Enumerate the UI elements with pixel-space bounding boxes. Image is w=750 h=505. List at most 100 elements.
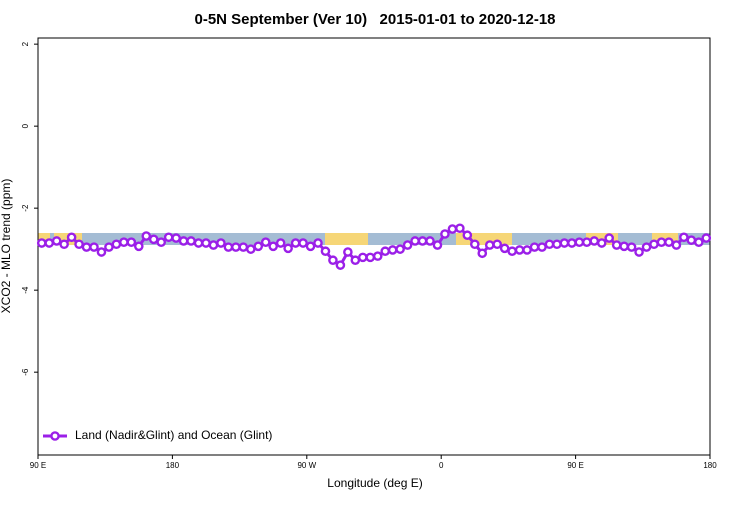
data-point <box>544 239 555 250</box>
data-point <box>559 238 570 248</box>
data-point <box>574 237 585 247</box>
data-point <box>126 237 137 247</box>
data-point <box>111 239 122 250</box>
data-point <box>656 237 667 247</box>
data-point <box>387 245 398 255</box>
data-point <box>268 241 279 252</box>
data-point <box>701 233 712 243</box>
data-point <box>447 224 458 234</box>
data-point <box>216 238 226 248</box>
data-point <box>313 238 323 248</box>
data-point <box>275 238 286 248</box>
data-point <box>260 237 271 247</box>
data-point <box>96 247 107 257</box>
data-point <box>290 238 301 248</box>
data-point <box>455 223 465 234</box>
data-point <box>283 243 293 254</box>
data-point <box>350 255 361 266</box>
data-point <box>417 236 428 246</box>
x-tick-label: 90 E <box>30 461 46 470</box>
data-point <box>499 243 510 254</box>
data-point <box>171 233 181 243</box>
data-point <box>529 242 540 252</box>
data-point <box>395 244 405 254</box>
data-point <box>596 238 607 248</box>
data-point <box>178 236 189 246</box>
data-point <box>238 242 249 252</box>
x-tick-label: 90 E <box>567 461 583 470</box>
legend-marker <box>50 431 60 441</box>
data-point <box>641 242 652 252</box>
data-point <box>328 255 338 266</box>
data-point <box>634 247 644 257</box>
data-point <box>649 239 659 250</box>
data-point <box>514 245 525 255</box>
data-point <box>484 240 495 250</box>
x-axis-label: Longitude (deg E) <box>327 476 422 490</box>
data-point <box>81 242 92 252</box>
data-point <box>440 229 450 239</box>
y-tick-label: -2 <box>21 204 30 212</box>
data-point <box>320 246 331 257</box>
data-point <box>74 239 84 250</box>
data-point <box>231 242 241 252</box>
data-point <box>507 246 517 257</box>
data-point <box>686 235 697 245</box>
data-point <box>59 239 69 250</box>
data-point <box>611 240 622 250</box>
data-point <box>469 239 480 250</box>
data-point <box>104 242 114 252</box>
data-point <box>141 231 152 241</box>
y-tick-label: 2 <box>21 41 30 46</box>
data-point <box>664 237 674 247</box>
data-point <box>619 241 629 252</box>
data-point <box>522 245 532 255</box>
data-point <box>163 232 174 243</box>
data-point <box>552 239 562 250</box>
data-point <box>223 242 234 252</box>
data-point <box>462 230 473 241</box>
legend-label: Land (Nadir&Glint) and Ocean (Glint) <box>75 428 272 442</box>
data-point <box>133 241 144 252</box>
data-point <box>492 239 503 250</box>
data-point <box>402 240 413 250</box>
data-point <box>208 240 219 250</box>
plot-frame <box>37 37 711 456</box>
data-point <box>156 237 166 247</box>
data-point <box>537 242 547 252</box>
data-point <box>626 242 637 252</box>
data-point <box>253 241 264 252</box>
data-point <box>589 236 600 246</box>
data-point <box>201 238 211 248</box>
data-point <box>357 252 368 263</box>
data-point <box>694 237 704 247</box>
data-point <box>245 244 256 254</box>
data-point <box>119 237 129 247</box>
data-point <box>44 238 55 248</box>
data-point <box>604 233 615 243</box>
chart-title: 0-5N September (Ver 10) 2015-01-01 to 20… <box>194 11 555 28</box>
data-point <box>380 246 391 257</box>
data-point <box>410 236 420 246</box>
data-point <box>193 238 204 248</box>
data-point <box>567 238 577 248</box>
data-point <box>186 236 196 246</box>
data-point <box>372 251 383 261</box>
band-land <box>325 233 368 245</box>
y-tick-label: -4 <box>21 286 30 294</box>
data-point <box>477 248 488 259</box>
data-point <box>365 252 376 263</box>
data-point <box>305 241 316 252</box>
x-tick-label: 0 <box>439 461 444 470</box>
data-point <box>425 236 435 246</box>
data-point <box>89 242 99 252</box>
data-point <box>432 240 443 250</box>
data-point <box>51 236 62 246</box>
x-tick-label: 180 <box>703 461 717 470</box>
data-point <box>671 240 682 250</box>
data-point <box>148 234 159 245</box>
data-point <box>36 238 47 248</box>
data-point <box>335 260 346 270</box>
x-tick-label: 180 <box>166 461 180 470</box>
